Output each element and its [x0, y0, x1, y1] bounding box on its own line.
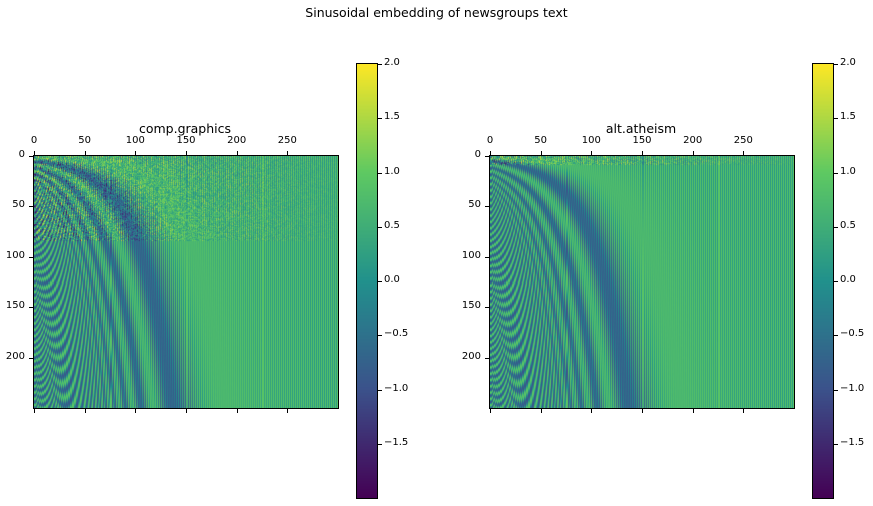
- colorbar-tick-label: −0.5: [840, 328, 865, 340]
- x-tick-label: 150: [176, 135, 196, 146]
- x-tick-mark-bottom: [186, 409, 187, 413]
- x-tick-mark-top: [743, 151, 745, 155]
- y-tick-label: 50: [12, 199, 25, 211]
- y-tick-mark: [485, 206, 489, 208]
- colorbar-tick-label: 1.5: [840, 111, 856, 123]
- y-tick-mark: [29, 256, 33, 258]
- y-tick-label: 200: [5, 350, 25, 362]
- x-tick-mark-bottom: [692, 409, 694, 413]
- y-tick-label: 0: [18, 149, 25, 160]
- colorbar-tick-label: 0.0: [840, 274, 856, 285]
- x-tick-label: 250: [277, 135, 297, 146]
- figure-title: Sinusoidal embedding of newsgroups text: [305, 5, 568, 20]
- colorbar-tick-mark: [378, 335, 382, 337]
- colorbar-tick-label: −0.5: [384, 328, 409, 340]
- colorbar-tick-mark: [834, 226, 838, 228]
- colorbar-tick-mark: [378, 172, 382, 174]
- colorbar-tick-mark: [378, 226, 382, 228]
- x-tick-label: 50: [534, 135, 548, 146]
- y-tick-mark: [29, 307, 33, 309]
- x-tick-label: 100: [125, 135, 145, 146]
- colorbar-tick-mark: [378, 281, 382, 282]
- colorbar-tick-label: 1.0: [840, 165, 856, 177]
- x-tick-mark-bottom: [490, 409, 491, 413]
- x-tick-label: 200: [227, 135, 247, 146]
- x-tick-label: 250: [733, 135, 753, 146]
- colorbar-tick-label: 1.0: [384, 165, 400, 177]
- x-tick-mark-top: [287, 151, 289, 155]
- colorbar: [812, 63, 834, 499]
- x-tick-mark-top: [540, 151, 542, 155]
- colorbar-tick-label: 0.5: [840, 219, 856, 231]
- colorbar-tick-label: 2.0: [840, 57, 856, 68]
- colorbar: [356, 63, 378, 499]
- y-tick-label: 100: [5, 249, 25, 261]
- x-tick-label: 50: [78, 135, 92, 146]
- y-tick-mark: [29, 206, 33, 208]
- colorbar-tick-mark: [378, 443, 382, 445]
- x-tick-label: 0: [486, 135, 494, 146]
- x-tick-label: 0: [30, 135, 38, 146]
- colorbar-tick-mark: [834, 389, 838, 391]
- x-tick-mark-bottom: [84, 409, 86, 413]
- x-tick-mark-top: [591, 151, 593, 155]
- colorbar-tick-mark: [378, 389, 382, 391]
- chart-title: alt.atheism: [605, 121, 677, 136]
- x-tick-mark-bottom: [743, 409, 745, 413]
- y-tick-label: 50: [468, 199, 481, 211]
- y-tick-mark: [485, 256, 489, 258]
- colorbar-tick-label: −1.5: [840, 436, 865, 448]
- colorbar-tick-mark: [834, 443, 838, 445]
- y-tick-mark: [29, 357, 33, 359]
- x-tick-label: 200: [683, 135, 703, 146]
- x-tick-mark-bottom: [540, 409, 542, 413]
- y-tick-label: 150: [461, 300, 481, 312]
- y-tick-label: 100: [461, 249, 481, 261]
- x-tick-mark-bottom: [135, 409, 137, 413]
- colorbar-tick-mark: [378, 64, 382, 65]
- colorbar-tick-label: 1.5: [384, 111, 400, 123]
- x-tick-mark-top: [692, 151, 694, 155]
- colorbar-tick-label: −1.0: [840, 382, 865, 394]
- colorbar-tick-mark: [834, 335, 838, 337]
- chart-title: comp.graphics: [138, 121, 232, 136]
- y-tick-mark: [485, 357, 489, 359]
- x-tick-mark-top: [186, 151, 187, 155]
- x-tick-mark-top: [236, 151, 238, 155]
- x-tick-mark-bottom: [34, 409, 35, 413]
- y-tick-label: 0: [474, 149, 481, 160]
- x-tick-mark-top: [34, 151, 35, 155]
- x-tick-label: 100: [581, 135, 601, 146]
- x-tick-mark-top: [84, 151, 86, 155]
- x-tick-mark-top: [490, 151, 491, 155]
- y-tick-label: 200: [461, 350, 481, 362]
- y-tick-mark: [29, 156, 33, 157]
- x-tick-mark-bottom: [287, 409, 289, 413]
- colorbar-tick-mark: [378, 118, 382, 120]
- x-tick-mark-top: [642, 151, 643, 155]
- colorbar-tick-mark: [834, 281, 838, 282]
- colorbar-tick-label: 0.5: [384, 219, 400, 231]
- y-tick-label: 150: [5, 300, 25, 312]
- y-tick-mark: [485, 307, 489, 309]
- x-tick-label: 150: [632, 135, 652, 146]
- x-tick-mark-top: [135, 151, 137, 155]
- heatmap-image: [33, 155, 339, 409]
- colorbar-tick-mark: [834, 172, 838, 174]
- colorbar-tick-label: 2.0: [384, 57, 400, 68]
- x-tick-mark-bottom: [591, 409, 593, 413]
- heatmap-image: [489, 155, 795, 409]
- colorbar-tick-label: 0.0: [384, 274, 400, 285]
- colorbar-tick-label: −1.0: [384, 382, 409, 394]
- colorbar-tick-mark: [834, 64, 838, 65]
- x-tick-mark-bottom: [236, 409, 238, 413]
- y-tick-mark: [485, 156, 489, 157]
- colorbar-tick-label: −1.5: [384, 436, 409, 448]
- colorbar-tick-mark: [834, 118, 838, 120]
- x-tick-mark-bottom: [642, 409, 643, 413]
